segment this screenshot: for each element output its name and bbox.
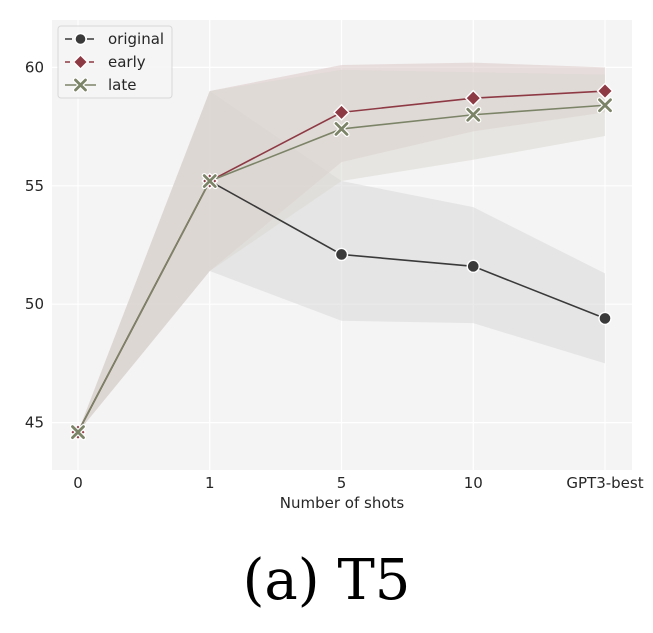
x-tick-label: 5	[337, 474, 347, 492]
legend: original early late	[57, 25, 173, 99]
point-early	[333, 103, 350, 121]
point-late	[596, 97, 614, 114]
legend-entry-original: original	[65, 30, 164, 48]
point-early	[464, 89, 482, 107]
legend-marker-original	[74, 32, 87, 46]
y-tick-label: 55	[25, 177, 44, 195]
x-tick-label: 1	[205, 474, 215, 492]
figure-caption: (a) T5	[242, 548, 411, 613]
x-tick-labels: 0 1 5 10 GPT3-best	[73, 474, 644, 492]
point-late	[201, 172, 218, 190]
x-tick-label: 10	[464, 474, 483, 492]
y-tick-labels: 45 50 55 60	[25, 58, 44, 431]
point-original	[466, 259, 480, 274]
legend-entry-early: early	[65, 53, 146, 71]
y-tick-label: 45	[25, 414, 44, 432]
x-tick-label: 0	[73, 474, 83, 492]
point-late	[465, 106, 482, 123]
legend-label: late	[108, 76, 136, 94]
x-tick-label: GPT3-best	[566, 474, 643, 492]
legend-marker-early	[72, 54, 89, 70]
legend-marker-late	[72, 77, 89, 93]
legend-label: original	[108, 30, 164, 48]
point-original	[598, 311, 612, 326]
point-original	[334, 247, 349, 262]
point-early	[596, 82, 614, 100]
y-tick-label: 50	[25, 295, 44, 313]
series-markers	[69, 82, 614, 441]
point-late	[69, 424, 87, 441]
point-late	[333, 120, 350, 138]
legend-entry-late: late	[65, 76, 136, 94]
legend-label: early	[108, 53, 146, 71]
y-tick-label: 60	[25, 58, 44, 76]
band-late	[78, 69, 605, 433]
x-axis-label: Number of shots	[280, 494, 405, 512]
